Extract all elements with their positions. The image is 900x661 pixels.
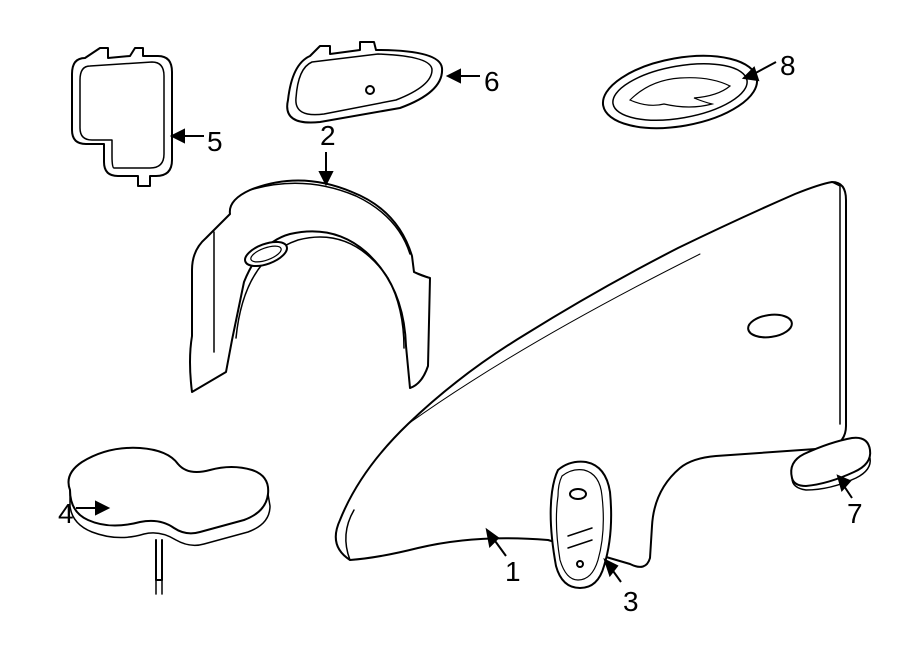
label-5: 5 (207, 128, 223, 156)
label-8: 8 (780, 52, 796, 80)
parts-diagram (0, 0, 900, 661)
label-6: 6 (484, 68, 500, 96)
part-4-closing-panel (69, 448, 271, 594)
label-4: 4 (58, 500, 74, 528)
label-2: 2 (320, 122, 336, 150)
label-3: 3 (623, 588, 639, 616)
label-1: 1 (505, 558, 521, 586)
part-5-splash-shield (72, 48, 172, 186)
part-6-access-cover (287, 42, 442, 123)
part-8-badge (597, 45, 762, 139)
part-3-side-vent (551, 462, 611, 588)
part-2-fender-liner (190, 180, 430, 392)
label-7: 7 (847, 500, 863, 528)
